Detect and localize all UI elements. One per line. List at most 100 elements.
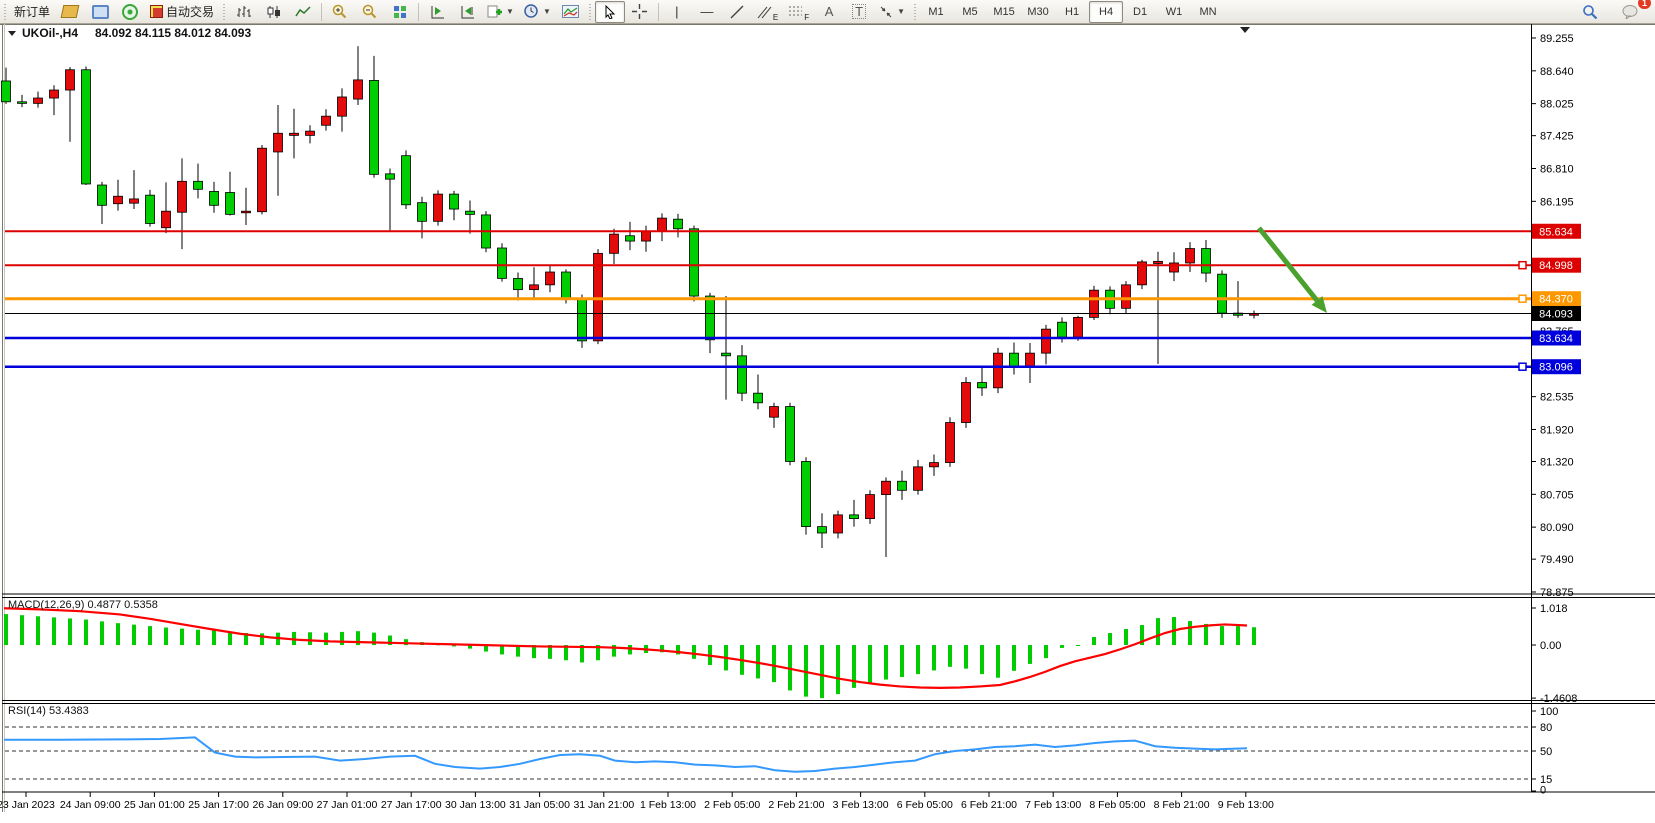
text-label-tool[interactable]: T [844, 1, 874, 23]
cursor-tool-button[interactable] [594, 0, 625, 23]
chart-back-button[interactable] [452, 1, 482, 23]
price-tick-label: 89.255 [1540, 33, 1574, 45]
periods-button[interactable]: ▼ [519, 1, 556, 23]
price-badge [1532, 330, 1581, 346]
timeframe-h4[interactable]: H4 [1089, 0, 1124, 23]
candle-bearish [785, 406, 795, 462]
candle-bearish [1217, 273, 1227, 314]
line-chart-icon [295, 5, 311, 16]
line-handle[interactable] [1518, 294, 1527, 303]
line-handle[interactable] [1518, 260, 1527, 270]
candle-bearish [1201, 248, 1211, 274]
chart-shift-marker[interactable] [1240, 27, 1250, 33]
candle-bearish [753, 392, 763, 404]
time-axis-label: 27 Jan 01:00 [317, 799, 378, 811]
candle-chart-button[interactable] [258, 1, 288, 23]
candle-bearish [417, 202, 427, 222]
sell-arrow-head[interactable] [1311, 296, 1327, 313]
candle-bearish [849, 514, 859, 519]
vertical-line-tool[interactable]: | [662, 1, 692, 23]
candle-bullish [33, 97, 43, 104]
macd-histogram-bar [596, 645, 600, 661]
timeframe-m30[interactable]: M30 [1027, 5, 1049, 18]
signals-button[interactable] [115, 1, 145, 23]
candle-bullish [273, 132, 283, 153]
timeframe-m5[interactable]: M5 [962, 5, 978, 18]
candle-bullish [1121, 284, 1131, 309]
trendline-icon [730, 5, 744, 18]
line-chart-button[interactable] [288, 1, 318, 23]
toolbar-grip[interactable] [587, 3, 593, 20]
template-button[interactable] [556, 1, 586, 23]
zoom-out-icon [362, 4, 377, 19]
candle-bearish [497, 247, 507, 279]
price-tick-label: 86.810 [1540, 163, 1574, 175]
time-axis-label: 23 Jan 2023 [0, 799, 55, 811]
price-tick-label: 80.705 [1540, 489, 1574, 501]
toolbar-grip[interactable] [912, 3, 918, 20]
horizontal-line-tool[interactable]: — [692, 1, 722, 23]
timeframe-mn[interactable]: MN [1199, 5, 1217, 18]
macd-histogram-bar [980, 645, 984, 675]
add-indicator-button[interactable]: ▼ [482, 1, 519, 23]
bar-chart-button[interactable] [228, 1, 258, 23]
timeframe-d1[interactable]: D1 [1133, 5, 1148, 18]
zoom-out-button[interactable] [355, 1, 385, 23]
price-badge-label: 83.096 [1539, 362, 1573, 374]
fibonacci-tool[interactable]: F [783, 1, 814, 23]
time-axis-label: 24 Jan 09:00 [60, 799, 121, 811]
new-order-button[interactable]: 新订单 [9, 1, 55, 23]
new-chart-button[interactable] [55, 1, 85, 23]
candle-bullish [529, 284, 539, 291]
time-axis-label: 31 Jan 05:00 [509, 799, 570, 811]
arrows-icon [880, 6, 892, 17]
candle-bullish [305, 130, 315, 136]
vertical-line-icon: | [675, 4, 679, 19]
arrows-tool[interactable]: ▼ [874, 1, 910, 23]
macd-histogram-bar [116, 623, 120, 645]
macd-histogram-bar [628, 645, 632, 655]
timeframe-w1[interactable]: W1 [1165, 5, 1183, 18]
auto-trading-button[interactable]: 自动交易 [145, 1, 219, 23]
candle-bearish [369, 80, 379, 175]
terminal-button[interactable] [85, 1, 115, 23]
crosshair-tool-button[interactable] [625, 1, 655, 23]
macd-histogram-bar [1252, 627, 1256, 645]
candle-bearish [465, 210, 475, 215]
chart-forward-button[interactable] [422, 1, 452, 23]
channel-tool[interactable]: E [752, 1, 783, 23]
candle-bearish [737, 355, 747, 394]
tile-windows-button[interactable] [385, 1, 415, 23]
trendline-tool[interactable] [722, 1, 752, 23]
price-tick-label: 88.640 [1540, 66, 1574, 78]
search-button[interactable] [1575, 1, 1605, 23]
macd-histogram-bar [468, 645, 472, 649]
zoom-in-button[interactable] [325, 1, 355, 23]
symbol-dropdown-icon[interactable] [8, 31, 16, 36]
toolbar-grip[interactable] [221, 3, 227, 20]
candle-bullish [657, 217, 667, 232]
text-tool[interactable]: A [814, 1, 844, 23]
timeframe-m15[interactable]: M15 [993, 5, 1015, 18]
panel-separator-macd[interactable] [2, 593, 1655, 598]
macd-histogram-bar [692, 645, 696, 659]
timeframe-m1[interactable]: M1 [928, 5, 944, 18]
macd-histogram-bar [1220, 626, 1224, 645]
candle-bullish [929, 462, 939, 468]
macd-histogram-bar [36, 616, 40, 645]
panel-separator-rsi[interactable] [2, 700, 1655, 704]
candle-bearish [1009, 352, 1019, 367]
candle-bearish [145, 194, 155, 224]
candle-bearish [1057, 321, 1067, 338]
notifications-button[interactable]: 1 [1615, 0, 1651, 23]
sell-arrow-line[interactable] [1257, 226, 1319, 303]
toolbar-grip[interactable] [2, 3, 7, 20]
macd-histogram-bar [500, 645, 504, 655]
time-axis-label: 31 Jan 21:00 [573, 799, 634, 811]
chart-ohlc-readout: 84.092 84.115 84.012 84.093 [95, 26, 251, 40]
candle-bullish [65, 69, 75, 91]
main-toolbar: 新订单 自动交易 ▼ ▼ [0, 0, 1655, 24]
line-handle[interactable] [1518, 362, 1527, 371]
timeframe-h1[interactable]: H1 [1065, 5, 1080, 18]
